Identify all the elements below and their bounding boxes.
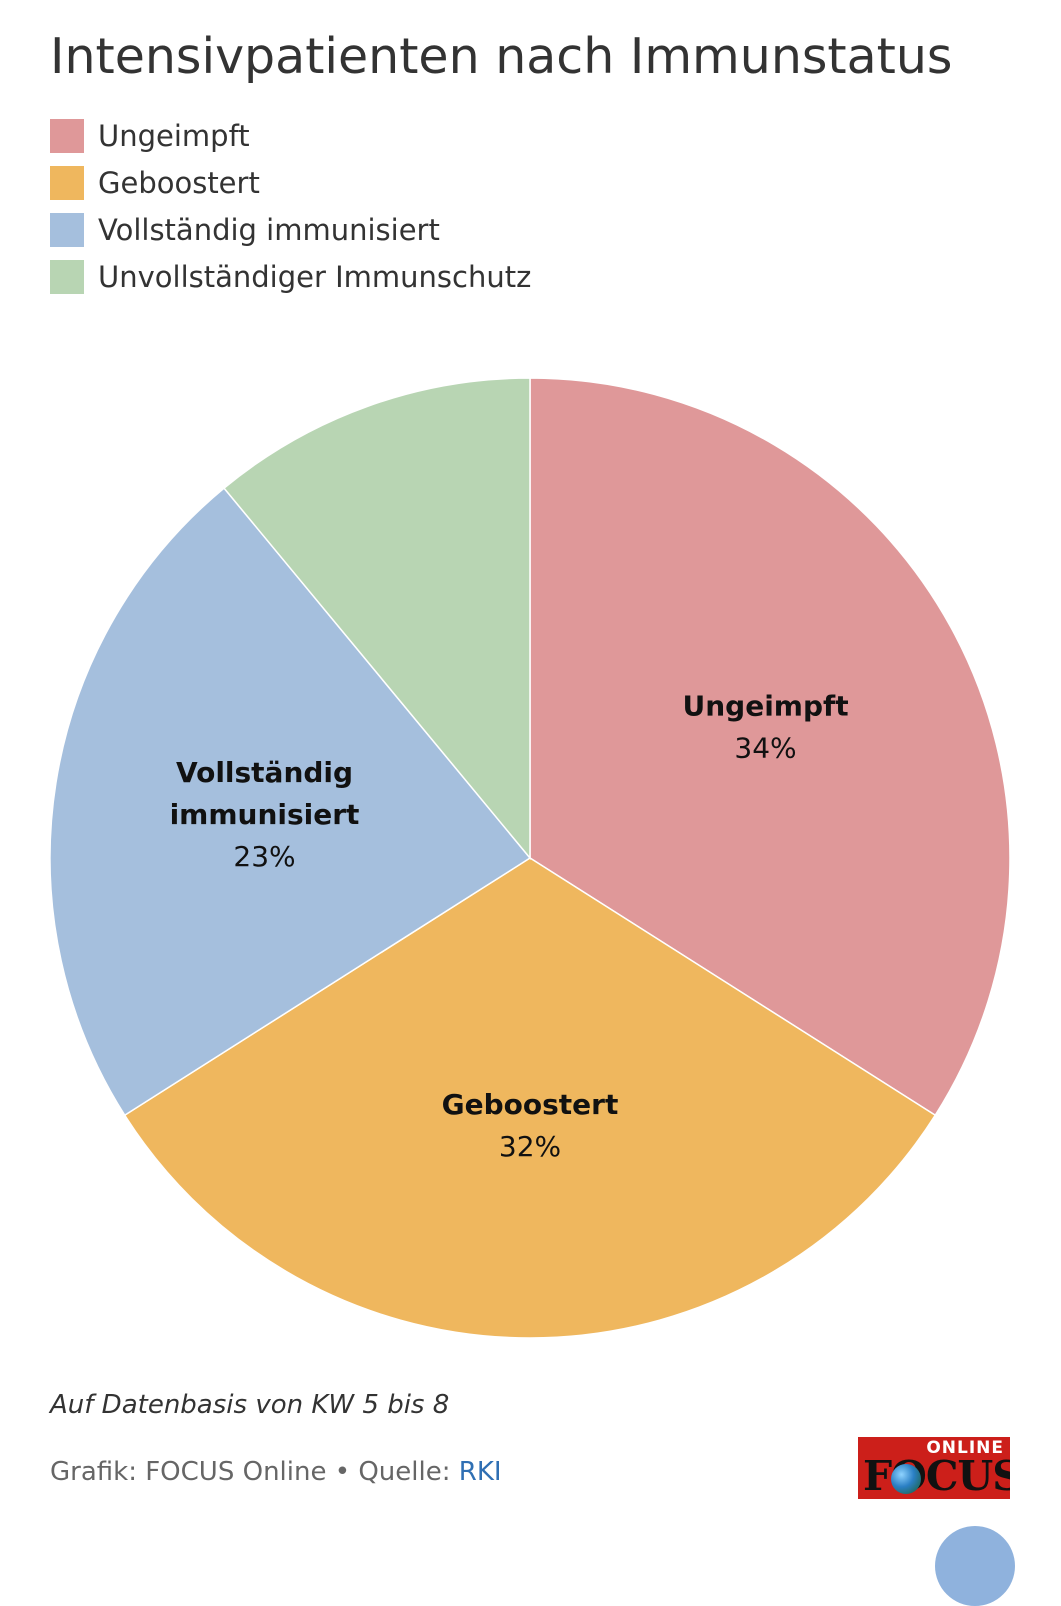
pie-slice bbox=[529, 377, 1011, 1117]
slice-value-label: 32% bbox=[499, 1130, 561, 1163]
source-link[interactable]: RKI bbox=[458, 1457, 502, 1487]
pie-slice bbox=[222, 377, 531, 861]
legend-label: Unvollständiger Immunschutz bbox=[98, 259, 532, 294]
slice-category-label: Vollständig bbox=[176, 756, 353, 789]
legend-item: Unvollständiger Immunschutz bbox=[50, 253, 531, 300]
logo-online-text: ONLINE bbox=[926, 1438, 1004, 1458]
legend-swatch bbox=[50, 118, 84, 153]
slice-value-label: 34% bbox=[734, 732, 796, 765]
globe-icon bbox=[891, 1464, 921, 1494]
pie-chart: Ungeimpft 34% Geboostert 32% Vollständig immu… bbox=[49, 377, 1011, 1339]
legend-swatch bbox=[50, 259, 84, 294]
legend-item: Vollständig immunisiert bbox=[50, 206, 531, 253]
data-basis-note: Auf Datenbasis von KW 5 bis 8 bbox=[50, 1390, 450, 1420]
credit-line: Grafik: FOCUS Online • Quelle: RKI bbox=[50, 1457, 502, 1487]
legend-item: Ungeimpft bbox=[50, 112, 531, 159]
focus-online-logo[interactable]: ONLINE FOCUS bbox=[858, 1437, 1010, 1499]
legend-swatch bbox=[50, 212, 84, 247]
slice-category-label: immunisiert bbox=[170, 798, 360, 831]
slice-value-label: 23% bbox=[233, 840, 295, 873]
legend-label: Vollständig immunisiert bbox=[98, 212, 440, 247]
chart-legend: Ungeimpft Geboostert Vollständig immunisie… bbox=[50, 112, 531, 300]
scroll-top-button[interactable] bbox=[935, 1526, 1015, 1606]
slice-category-label: Geboostert bbox=[442, 1088, 619, 1121]
legend-label: Geboostert bbox=[98, 165, 260, 200]
legend-label: Ungeimpft bbox=[98, 118, 250, 153]
chart-title: Intensivpatienten nach Immunstatus bbox=[50, 28, 953, 85]
pie-slice bbox=[123, 857, 937, 1339]
legend-swatch bbox=[50, 165, 84, 200]
slice-category-label: Ungeimpft bbox=[683, 690, 849, 723]
credit-text: Grafik: FOCUS Online • Quelle: bbox=[50, 1457, 459, 1487]
pie-slice bbox=[49, 487, 532, 1117]
legend-item: Geboostert bbox=[50, 159, 531, 206]
logo-wordmark: FOCUS bbox=[863, 1452, 1010, 1499]
